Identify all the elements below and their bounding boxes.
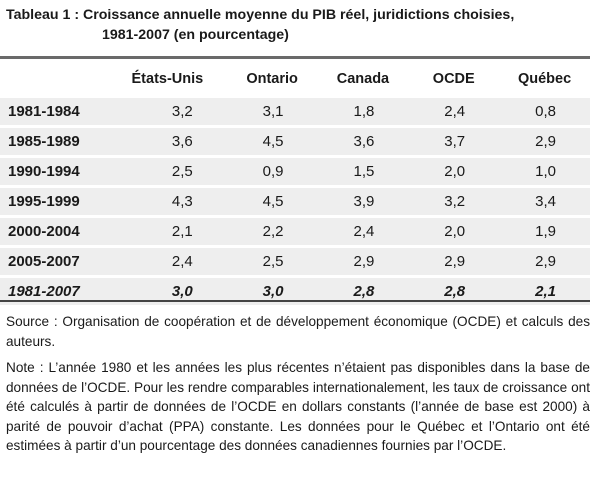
column-header-usa: États-Unis — [108, 57, 227, 98]
source-note: Source : Organisation de coopération et … — [6, 314, 590, 349]
cell-usa: 3,6 — [171, 133, 193, 150]
table-bottom-rule — [0, 300, 590, 302]
row-period: 1981-1984 — [8, 103, 80, 120]
cell-quebec: 2,9 — [535, 253, 556, 270]
cell-ontario: 2,2 — [262, 223, 284, 240]
row-period: 1995-1999 — [8, 193, 80, 210]
cell-ontario: 4,5 — [262, 193, 284, 210]
cell-canada: 3,9 — [353, 193, 375, 210]
table-row: 1995-1999 4,3 4,5 3,9 3,2 3,4 — [0, 186, 590, 217]
cell-usa: 2,4 — [171, 253, 193, 270]
cell-ontario: 0,9 — [262, 163, 284, 180]
cell-ontario: 3,1 — [262, 103, 284, 120]
cell-canada: 2,4 — [353, 223, 375, 240]
cell-quebec: 2,9 — [535, 133, 556, 150]
cell-ocde: 2,0 — [444, 163, 466, 180]
cell-quebec: 1,9 — [535, 223, 556, 240]
cell-ocde: 2,4 — [444, 103, 466, 120]
column-header-quebec: Québec — [499, 57, 590, 98]
row-period: 2005-2007 — [8, 253, 80, 270]
table-title-line1: Tableau 1 : Croissance annuelle moyenne … — [6, 7, 515, 23]
cell-canada: 3,6 — [353, 133, 375, 150]
header-corner — [0, 57, 108, 98]
row-period: 2000-2004 — [8, 223, 80, 240]
cell-usa: 4,3 — [171, 193, 193, 210]
table-row: 1985-1989 3,6 4,5 3,6 3,7 2,9 — [0, 126, 590, 157]
cell-canada: 1,5 — [353, 163, 375, 180]
cell-ocde: 2,0 — [444, 223, 466, 240]
cell-usa: 2,5 — [171, 163, 193, 180]
cell-quebec: 1,0 — [535, 163, 556, 180]
table-title-line2: 1981-2007 (en pourcentage) — [102, 27, 289, 43]
column-header-canada: Canada — [317, 57, 409, 98]
header-row: États-Unis Ontario Canada OCDE Québec — [0, 57, 590, 98]
cell-quebec: 3,4 — [535, 193, 556, 210]
cell-ocde: 3,7 — [444, 133, 466, 150]
cell-canada: 2,9 — [353, 253, 375, 270]
table-header: États-Unis Ontario Canada OCDE Québec — [0, 57, 590, 98]
row-period: 1990-1994 — [8, 163, 80, 180]
gdp-growth-table: États-Unis Ontario Canada OCDE Québec 19… — [0, 56, 590, 305]
table-row: 1981-1984 3,2 3,1 1,8 2,4 0,8 — [0, 98, 590, 127]
table-row: 2000-2004 2,1 2,2 2,4 2,0 1,9 — [0, 216, 590, 247]
cell-ontario: 2,5 — [262, 253, 284, 270]
cell-canada: 1,8 — [353, 103, 375, 120]
column-header-ontario: Ontario — [226, 57, 318, 98]
cell-ontario: 4,5 — [262, 133, 284, 150]
table-row: 1990-1994 2,5 0,9 1,5 2,0 1,0 — [0, 156, 590, 187]
methodology-note: Note : L’année 1980 et les années les pl… — [6, 360, 590, 453]
cell-usa: 3,2 — [171, 103, 193, 120]
column-header-ocde: OCDE — [408, 57, 500, 98]
cell-usa: 2,1 — [171, 223, 193, 240]
table-body: 1981-1984 3,2 3,1 1,8 2,4 0,8 1985-1989 … — [0, 98, 590, 305]
table-row: 2005-2007 2,4 2,5 2,9 2,9 2,9 — [0, 246, 590, 277]
cell-ocde: 3,2 — [444, 193, 466, 210]
cell-quebec: 0,8 — [535, 103, 556, 120]
cell-ocde: 2,9 — [444, 253, 466, 270]
table-title: Tableau 1 : Croissance annuelle moyenne … — [6, 5, 591, 45]
row-period: 1985-1989 — [8, 133, 80, 150]
